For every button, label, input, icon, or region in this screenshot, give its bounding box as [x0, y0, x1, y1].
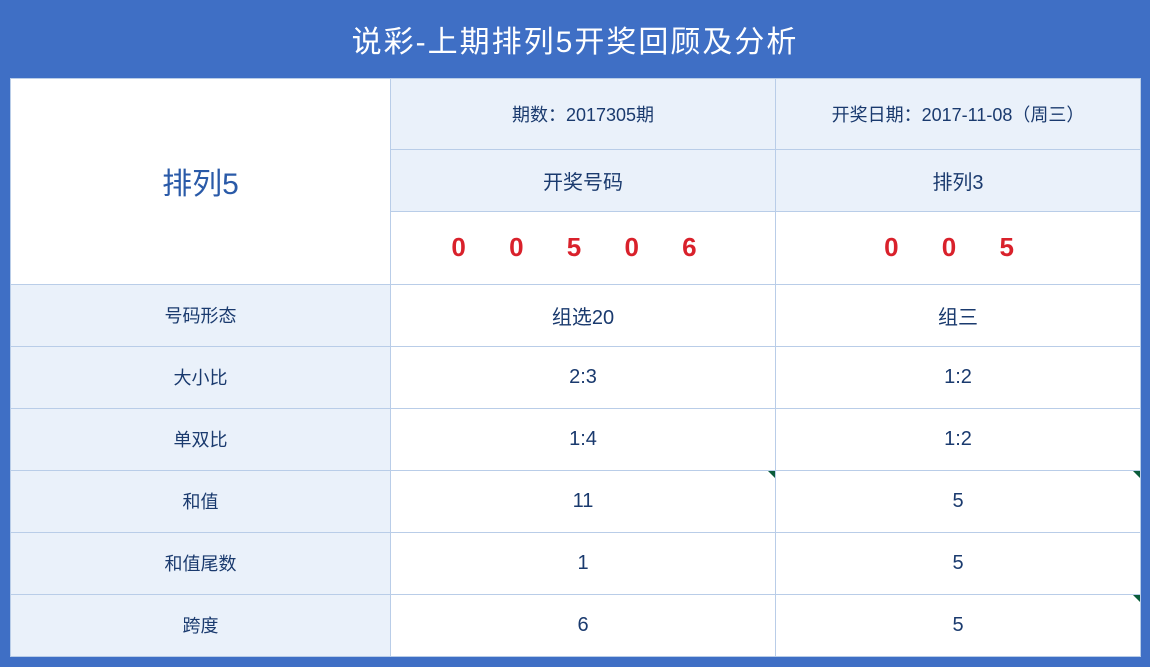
- table-row: 跨度65: [11, 594, 1141, 656]
- table-body: 排列5 期数：2017305期 开奖日期：2017-11-08（周三） 开奖号码…: [11, 79, 1141, 657]
- row-value-p5: 11: [391, 470, 776, 532]
- table-row: 大小比2:31:2: [11, 346, 1141, 408]
- date-cell: 开奖日期：2017-11-08（周三）: [776, 79, 1141, 150]
- row-value-p3: 5: [776, 594, 1141, 656]
- row-label: 跨度: [11, 594, 391, 656]
- issue-value: 2017305期: [566, 105, 654, 125]
- table-row: 单双比1:41:2: [11, 408, 1141, 470]
- row-value-p3: 5: [776, 470, 1141, 532]
- analysis-table: 排列5 期数：2017305期 开奖日期：2017-11-08（周三） 开奖号码…: [10, 78, 1141, 657]
- date-label: 开奖日期：: [832, 105, 922, 125]
- row-value-p5: 1: [391, 532, 776, 594]
- row-label: 单双比: [11, 408, 391, 470]
- row-label: 号码形态: [11, 284, 391, 346]
- row-value-p5: 1:4: [391, 408, 776, 470]
- table-row: 和值尾数15: [11, 532, 1141, 594]
- row-value-p5: 6: [391, 594, 776, 656]
- table-row: 和值115: [11, 470, 1141, 532]
- lottery-name-cell: 排列5: [11, 79, 391, 285]
- row-value-p5: 组选20: [391, 284, 776, 346]
- row-value-p3: 1:2: [776, 346, 1141, 408]
- row-value-p3: 5: [776, 532, 1141, 594]
- subheader-mid: 开奖号码: [391, 149, 776, 211]
- page-title: 说彩-上期排列5开奖回顾及分析: [10, 0, 1140, 78]
- row-value-p3: 组三: [776, 284, 1141, 346]
- date-value: 2017-11-08（周三）: [922, 105, 1085, 125]
- winning-numbers-p5: 0 0 5 0 6: [391, 211, 776, 284]
- frame: 说彩-上期排列5开奖回顾及分析 排列5 期数：2017305期 开奖日期：201…: [0, 0, 1150, 667]
- header-row-1: 排列5 期数：2017305期 开奖日期：2017-11-08（周三）: [11, 79, 1141, 150]
- analysis-table-wrap: 排列5 期数：2017305期 开奖日期：2017-11-08（周三） 开奖号码…: [10, 78, 1140, 657]
- subheader-right: 排列3: [776, 149, 1141, 211]
- row-label: 和值尾数: [11, 532, 391, 594]
- row-value-p5: 2:3: [391, 346, 776, 408]
- table-row: 号码形态组选20组三: [11, 284, 1141, 346]
- issue-cell: 期数：2017305期: [391, 79, 776, 150]
- winning-numbers-p3: 0 0 5: [776, 211, 1141, 284]
- row-label: 大小比: [11, 346, 391, 408]
- issue-label: 期数：: [512, 105, 566, 125]
- row-value-p3: 1:2: [776, 408, 1141, 470]
- row-label: 和值: [11, 470, 391, 532]
